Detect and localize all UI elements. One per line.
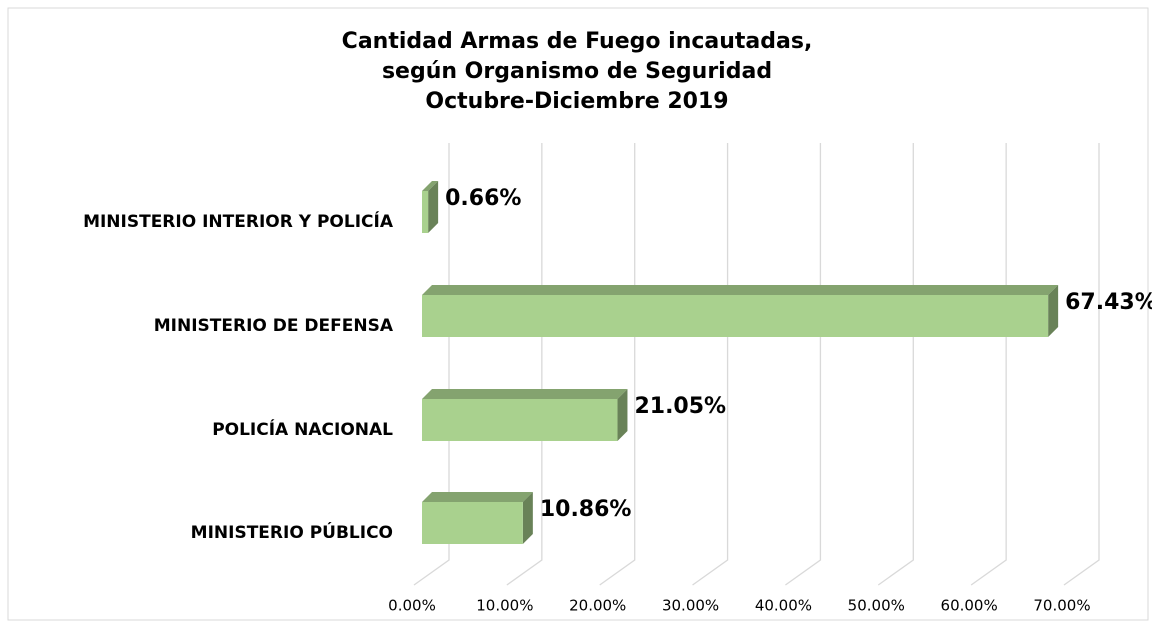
y-tick-label: MINISTERIO PÚBLICO (191, 521, 393, 543)
grid-line (1063, 143, 1100, 586)
y-tick-label: POLICÍA NACIONAL (212, 418, 393, 440)
grid-line (506, 143, 543, 586)
data-label: 21.05% (634, 394, 726, 419)
bar-top (422, 389, 628, 399)
data-label: 67.43% (1065, 290, 1152, 315)
grid-line (413, 143, 450, 586)
x-tick-label: 40.00% (755, 597, 812, 615)
x-tick-label: 70.00% (1033, 597, 1090, 615)
bar-top (422, 492, 533, 502)
bar (422, 191, 429, 233)
chart-title: según Organismo de Seguridad (382, 59, 772, 84)
x-tick-label: 0.00% (388, 597, 436, 615)
x-tick-label: 50.00% (848, 597, 905, 615)
grid-line (599, 143, 636, 586)
grid-line (785, 143, 822, 586)
bar-side (428, 181, 439, 233)
chart-title: Cantidad Armas de Fuego incautadas, (342, 29, 813, 54)
grid-line (692, 143, 729, 586)
chart-title: Octubre-Diciembre 2019 (425, 89, 728, 114)
bar (422, 502, 523, 544)
x-tick-label: 20.00% (569, 597, 626, 615)
bar-side (522, 492, 533, 544)
x-tick-label: 60.00% (941, 597, 998, 615)
y-tick-label: MINISTERIO INTERIOR Y POLICÍA (83, 210, 394, 232)
grid-line (877, 143, 914, 586)
y-tick-label: MINISTERIO DE DEFENSA (154, 316, 394, 336)
bar (422, 295, 1049, 337)
grid-line (970, 143, 1007, 586)
bar (422, 399, 618, 441)
x-tick-label: 30.00% (662, 597, 719, 615)
bar-top (422, 285, 1059, 295)
bar-side (1048, 285, 1059, 337)
x-tick-label: 10.00% (476, 597, 533, 615)
bar-top (422, 181, 439, 191)
data-label: 0.66% (445, 186, 521, 211)
data-label: 10.86% (540, 497, 632, 522)
bar-side (617, 389, 628, 441)
